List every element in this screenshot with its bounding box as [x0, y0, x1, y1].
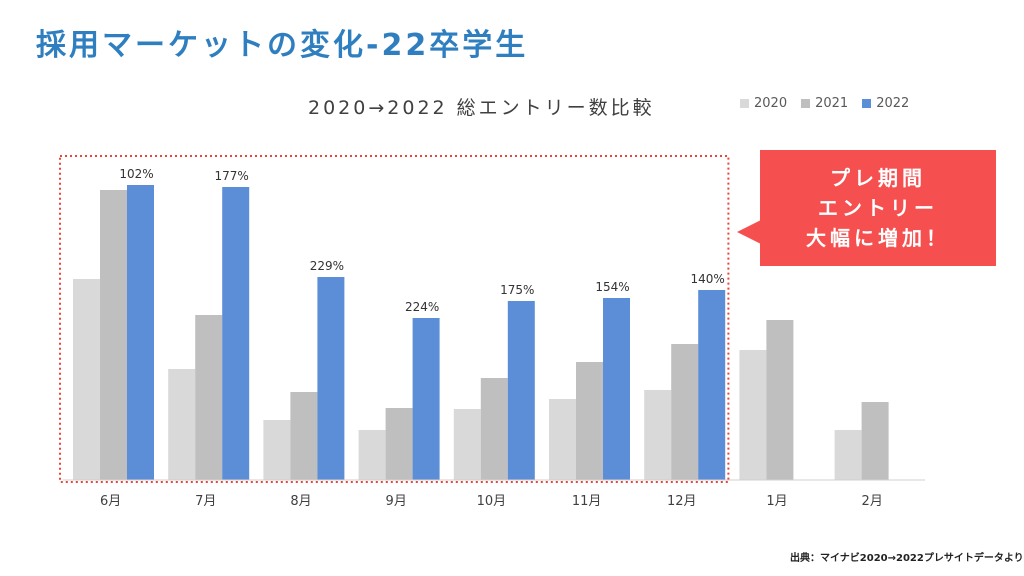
chart-title: 2020→2022 総エントリー数比較: [308, 97, 655, 119]
bar-2022-1: [127, 185, 154, 480]
bar-2020-7: [644, 390, 672, 480]
bar-2021-5: [480, 378, 508, 480]
legend-swatch-2022: [862, 99, 872, 108]
callout-line-2: エントリー: [818, 196, 938, 220]
legend-item-2021: 2021: [801, 96, 848, 111]
x-tick-label: 12月: [667, 494, 697, 509]
legend-label-2021: 2021: [815, 96, 849, 111]
data-label-2022: 140%: [691, 272, 725, 286]
highlight-region-box: [59, 155, 730, 483]
bar-2020-9: [834, 430, 862, 480]
bar-2021-1: [100, 190, 127, 480]
x-tick-label: 6月: [100, 494, 121, 509]
x-tick-label: 10月: [477, 494, 507, 509]
x-tick-label: 11月: [572, 494, 602, 509]
bar-2021-7: [671, 344, 699, 480]
callout-line-3: 大幅に増加！: [806, 226, 950, 250]
bar-2021-8: [766, 320, 794, 480]
page-title: 採用マーケットの変化-22卒学生: [36, 28, 529, 63]
callout-pointer: [737, 220, 761, 244]
bar-2021-9: [861, 402, 889, 480]
x-tick-label: 9月: [386, 494, 407, 509]
data-label-2022: 154%: [595, 280, 629, 294]
legend-label-2022: 2022: [876, 96, 910, 111]
bar-2022-4: [412, 318, 440, 480]
bar-2020-6: [549, 399, 576, 480]
legend-swatch-2020: [740, 99, 749, 108]
bar-2020-4: [358, 430, 386, 480]
x-tick-label: 7月: [195, 494, 216, 509]
legend-label-2020: 2020: [754, 96, 788, 111]
bar-2020-5: [453, 409, 481, 480]
data-label-2022: 175%: [500, 283, 534, 297]
data-label-2022: 177%: [215, 169, 249, 183]
callout-line-1: プレ期間: [830, 166, 926, 190]
source-note: 出典：マイナビ2020→2022プレサイトデータより: [790, 553, 1024, 564]
callout-box: プレ期間 エントリー 大幅に増加！: [760, 150, 996, 266]
legend-swatch-2021: [801, 99, 811, 108]
bar-2021-6: [576, 362, 603, 480]
x-tick-label: 2月: [862, 494, 883, 509]
bar-2022-5: [507, 301, 535, 480]
legend-item-2022: 2022: [862, 96, 909, 111]
x-tick-label: 1月: [766, 494, 787, 509]
data-label-2022: 224%: [405, 300, 439, 314]
bar-2022-6: [603, 298, 630, 480]
bar-2022-2: [222, 187, 250, 480]
bar-2021-4: [385, 408, 413, 480]
data-label-2022: 102%: [119, 167, 153, 181]
x-tick-label: 8月: [290, 494, 311, 509]
data-label-2022: 229%: [310, 259, 344, 273]
bar-2022-3: [317, 277, 345, 480]
bar-2020-3: [263, 420, 291, 480]
bar-2020-8: [739, 350, 767, 480]
legend-item-2020: 2020: [740, 96, 787, 111]
bar-2021-3: [290, 392, 318, 480]
bar-2020-2: [168, 369, 196, 480]
chart-legend: 2020 2021 2022: [740, 96, 909, 111]
bar-2020-1: [73, 279, 100, 480]
bar-2021-2: [195, 315, 223, 480]
bar-2022-7: [698, 290, 726, 480]
